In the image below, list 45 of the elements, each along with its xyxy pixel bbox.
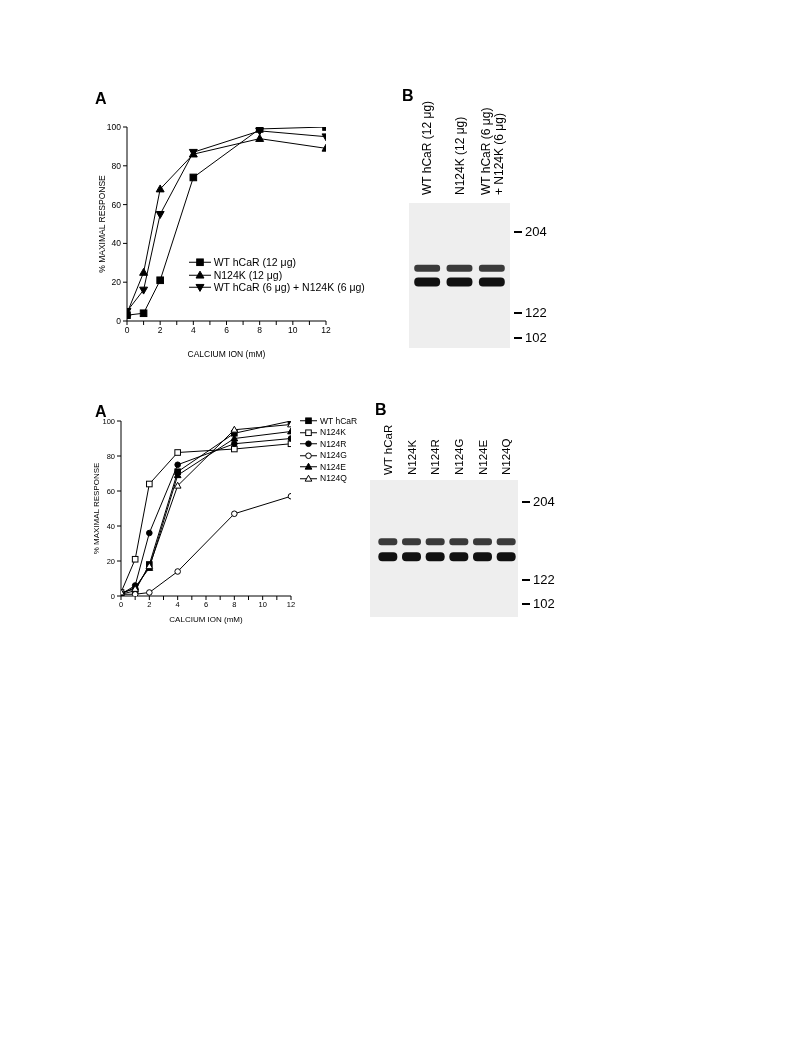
legend-label: N124K bbox=[320, 427, 346, 437]
category-label: N124K (12 μg) bbox=[452, 116, 467, 195]
legend-label: N124G bbox=[320, 450, 347, 460]
legend-label: N124Q bbox=[320, 473, 347, 483]
x-tick-label: 4 bbox=[190, 325, 196, 336]
text: 204 bbox=[525, 223, 547, 239]
category-label: N124E bbox=[476, 439, 489, 475]
x-tick-label: 10 bbox=[288, 325, 298, 336]
x-tick-label: 0 bbox=[124, 325, 130, 336]
legend-label: N124R bbox=[320, 438, 347, 449]
legend-label: N124E bbox=[320, 461, 346, 472]
x-axis-title: CALCIUM ION (mM) bbox=[169, 615, 243, 624]
text: 204 bbox=[533, 493, 555, 509]
x-tick-label: 8 bbox=[257, 325, 263, 336]
y-tick-label: 80 bbox=[111, 160, 122, 171]
category-label: N124Q bbox=[500, 438, 513, 475]
category-label: WT hCaR (12 μg) bbox=[420, 100, 435, 195]
chart-title: A bbox=[95, 90, 107, 107]
category-label: N124K bbox=[405, 439, 418, 475]
text: B bbox=[375, 401, 387, 418]
legend-label: WT hCaR bbox=[320, 415, 358, 426]
y-axis-title: % MAXIMAL RESPONSE bbox=[91, 462, 101, 555]
y-tick-label: 0 bbox=[116, 316, 122, 327]
y-tick-label: 100 bbox=[106, 122, 122, 133]
x-axis-title: CALCIUM ION (mM) bbox=[187, 349, 266, 359]
category-label: WT hCaR bbox=[381, 424, 394, 475]
y-tick-label: 20 bbox=[111, 277, 122, 288]
legend-label: WT hCaR (12 μg) bbox=[213, 256, 296, 268]
text: B bbox=[402, 87, 414, 104]
x-tick-label: 2 bbox=[157, 325, 163, 336]
legend-label: WT hCaR (6 μg) + N124K (6 μg) bbox=[213, 281, 365, 293]
y-axis-title: % MAXIMAL RESPONSE bbox=[97, 174, 108, 273]
text: 122 bbox=[533, 571, 555, 587]
legend-label: N124K (12 μg) bbox=[213, 268, 283, 281]
x-tick-label: 6 bbox=[224, 325, 230, 336]
chart-title: A bbox=[95, 403, 107, 420]
category-label: N124G bbox=[452, 438, 465, 475]
y-tick-label: 60 bbox=[111, 199, 122, 210]
y-tick-label: 40 bbox=[111, 238, 122, 249]
category-label: WT hCaR (6 μg) + N124K (6 μg) bbox=[478, 107, 506, 195]
text: 122 bbox=[525, 305, 547, 321]
category-label: N124R bbox=[429, 439, 442, 475]
x-tick-label: 12 bbox=[321, 325, 331, 336]
text: 102 bbox=[533, 595, 555, 611]
text: 102 bbox=[525, 329, 547, 345]
